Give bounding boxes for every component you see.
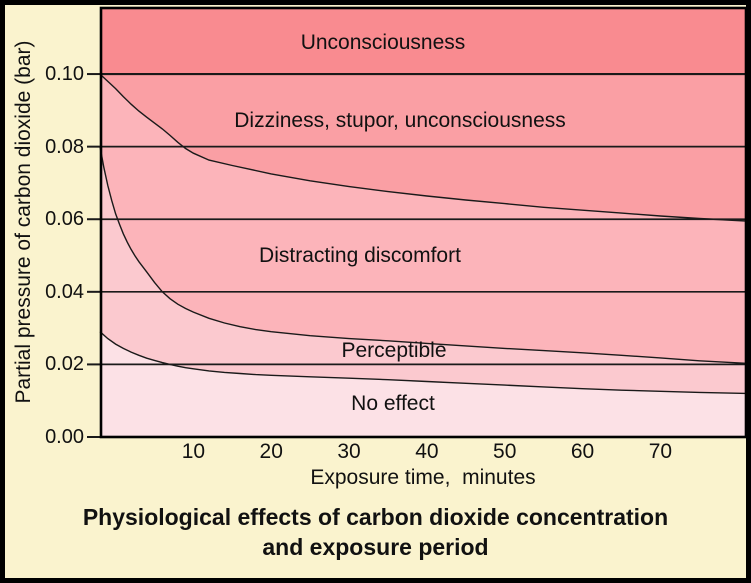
boundary-curveb (99, 146, 747, 364)
x-tick-label-30: 30 (337, 440, 361, 463)
y-tick-label-0.04: 0.04 (45, 280, 84, 303)
x-tick-label-20: 20 (259, 440, 283, 463)
region-no-effect-fill (100, 331, 746, 437)
boundary-curvea (99, 73, 747, 222)
x-tick-label-10: 10 (181, 440, 206, 463)
y-tick-label-0.02: 0.02 (45, 353, 84, 376)
x-tick-label-60: 60 (570, 440, 595, 463)
x-tick-label-70: 70 (648, 440, 673, 463)
x-axis-title: Exposure time, minutes (310, 466, 536, 489)
boundary-curvec (99, 331, 747, 395)
caption-line-2: and exposure period (262, 534, 489, 560)
region-label-perceptible: Perceptible (341, 339, 447, 362)
x-tick-label-40: 40 (415, 440, 439, 463)
region-label-no-effect: No effect (351, 392, 435, 415)
region-unconsciousness-fill (100, 8, 746, 75)
y-tick-label-0.00: 0.00 (45, 426, 84, 448)
x-tick-label-50: 50 (493, 440, 517, 463)
region-perceptible-fill (100, 146, 746, 394)
figure-caption: Physiological effects of carbon dioxide … (0, 502, 751, 562)
region-label-distracting-discomfort: Distracting discomfort (259, 244, 461, 267)
y-tick-label-0.08: 0.08 (45, 135, 84, 158)
y-tick-label-0.06: 0.06 (45, 208, 84, 231)
y-tick-label-0.10: 0.10 (45, 63, 84, 86)
caption-line-1: Physiological effects of carbon dioxide … (82, 504, 669, 530)
region-dizziness-stupor-unconsciousness-fill (100, 74, 746, 221)
region-label-dizziness-stupor-unconsciousness: Dizziness, stupor, unconsciousness (234, 109, 566, 132)
region-label-unconsciousness: Unconsciousness (300, 31, 466, 54)
